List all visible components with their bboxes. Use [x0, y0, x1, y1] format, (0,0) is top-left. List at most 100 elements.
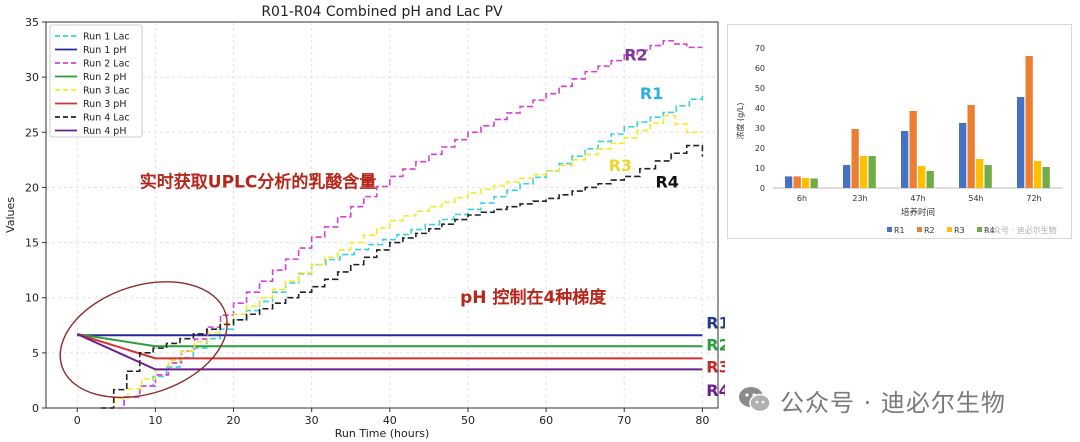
- bar-r3-47h: [918, 166, 926, 188]
- x-tick-label: 30: [305, 414, 319, 427]
- bar-legend-label: R3: [954, 226, 965, 235]
- bar-legend-swatch: [887, 227, 892, 232]
- x-axis-label: Run Time (hours): [335, 427, 430, 440]
- bar-y-axis-label: 浓度 (g/L): [735, 102, 745, 139]
- bar-r3-6h: [802, 178, 810, 188]
- legend-label: Run 1 Lac: [83, 32, 130, 43]
- bar-r1-47h: [901, 131, 909, 188]
- bar-legend: R1 R2 R3 R4: [887, 226, 995, 235]
- main-line-chart: 0 10 20 30 40 50 60 70 80 0 5 10 15 20 25 30 35 R01-R04 C…: [4, 4, 725, 440]
- annotation-text: R4: [706, 381, 725, 400]
- bar-category-label: 47h: [910, 194, 925, 203]
- legend-label: Run 3 Lac: [83, 86, 130, 97]
- annotation-text: R2: [706, 336, 725, 355]
- series-line-run-3-ph: [76, 333, 703, 360]
- series-line-run-1-lac: [108, 92, 704, 409]
- bar-legend-swatch: [917, 227, 922, 232]
- bar-r2-47h: [909, 111, 917, 188]
- bar-r3-72h: [1034, 161, 1042, 188]
- bar-chart-frame: [727, 24, 1072, 239]
- bar-r2-6h: [793, 176, 801, 188]
- x-tick-label: 80: [695, 414, 709, 427]
- bar-watermark-text: 公众号 · 迪必尔生物: [985, 225, 1057, 235]
- series-line-run-3-lac: [100, 114, 703, 409]
- legend-label: Run 3 pH: [83, 99, 126, 110]
- y-tick-label: 15: [25, 237, 39, 250]
- bar-y-tick-label: 50: [755, 84, 765, 93]
- legend-label: Run 4 pH: [83, 126, 126, 137]
- bar-r4-54h: [984, 165, 992, 188]
- wechat-icon: [739, 387, 771, 413]
- bar-r4-6h: [810, 178, 818, 188]
- bar-r2-72h: [1025, 56, 1033, 188]
- legend-label: Run 4 Lac: [83, 113, 130, 124]
- bar-r4-72h: [1042, 167, 1050, 188]
- chart-title: R01-R04 Combined pH and Lac PV: [261, 4, 503, 20]
- annotation-text: R3: [706, 358, 725, 377]
- x-tick-label: 0: [74, 414, 81, 427]
- y-tick-label: 30: [25, 71, 39, 84]
- x-tick-label: 50: [461, 414, 475, 427]
- legend-box: [49, 24, 143, 138]
- bar-r1-72h: [1017, 97, 1025, 188]
- annotation-text: R1: [706, 314, 725, 333]
- series-line-run-4-ph: [76, 333, 703, 371]
- series-line-run-2-lac: [108, 39, 703, 409]
- bar-r4-23h: [868, 156, 876, 188]
- y-tick-label: 0: [32, 402, 39, 415]
- bar-r1-6h: [785, 176, 793, 188]
- bar-legend-swatch: [977, 227, 982, 232]
- bar-legend-swatch: [947, 227, 952, 232]
- bar-y-tick-label: 10: [755, 164, 765, 173]
- x-tick-label: 40: [383, 414, 397, 427]
- bar-x-axis-label: 培养时间: [901, 207, 935, 218]
- watermark: 公众号 · 迪必尔生物: [738, 378, 1068, 422]
- bar-r4-47h: [926, 171, 934, 188]
- bar-y-tick-label: 60: [755, 64, 765, 73]
- bar-legend-label: R4: [984, 226, 995, 235]
- plot-frame: [45, 21, 719, 409]
- annotation-text: R3: [609, 156, 632, 175]
- y-tick-label: 25: [25, 126, 39, 139]
- legend-label: Run 2 pH: [83, 72, 126, 83]
- annotation-text: pH 控制在4种梯度: [460, 287, 607, 308]
- bar-y-tick-label: 30: [755, 124, 765, 133]
- bar-category-label: 6h: [797, 194, 807, 203]
- bar-chart: 0 10 20 30 40 50 60 70 6h 23h 47h 54h 72h 培养时间 浓度 (g/L…: [727, 24, 1072, 239]
- bar-r3-23h: [860, 156, 868, 188]
- annotation-text: 实时获取UPLC分析的乳酸含量: [140, 171, 377, 192]
- bar-category-label: 54h: [968, 194, 983, 203]
- y-tick-label: 20: [25, 181, 39, 194]
- bar-y-tick-label: 40: [755, 104, 765, 113]
- bar-r3-54h: [976, 159, 984, 188]
- annotation-text: R1: [640, 84, 663, 103]
- bar-r2-23h: [851, 129, 859, 188]
- bar-category-label: 72h: [1026, 194, 1041, 203]
- y-tick-label: 10: [25, 292, 39, 305]
- y-tick-label: 5: [32, 347, 39, 360]
- series-line-run-4-lac: [100, 144, 704, 409]
- bar-legend-label: R2: [924, 226, 935, 235]
- bar-r1-54h: [959, 123, 967, 188]
- series-line-run-2-ph: [77, 333, 703, 348]
- legend-label: Run 2 Lac: [83, 59, 130, 70]
- bar-r1-23h: [843, 165, 851, 188]
- legend: Run 1 Lac Run 1 pH Run 2 Lac Run 2 pH Run 3 …: [49, 24, 143, 138]
- annotation-text: R4: [655, 172, 678, 191]
- y-axis-label: Values: [4, 197, 17, 233]
- annotation-text: R2: [624, 46, 647, 65]
- x-tick-label: 70: [617, 414, 631, 427]
- bar-y-tick-label: 0: [760, 184, 765, 193]
- x-tick-label: 60: [539, 414, 553, 427]
- legend-label: Run 1 pH: [83, 45, 126, 56]
- x-tick-label: 10: [148, 414, 162, 427]
- bar-y-tick-label: 20: [755, 144, 765, 153]
- bar-r2-54h: [967, 105, 975, 188]
- watermark-text: 公众号 · 迪必尔生物: [780, 388, 1006, 417]
- x-tick-label: 20: [227, 414, 241, 427]
- highlight-ellipse: [59, 281, 228, 399]
- bar-category-label: 23h: [852, 194, 867, 203]
- bar-y-tick-label: 70: [755, 44, 765, 53]
- y-tick-label: 35: [25, 16, 39, 29]
- bar-legend-label: R1: [894, 226, 905, 235]
